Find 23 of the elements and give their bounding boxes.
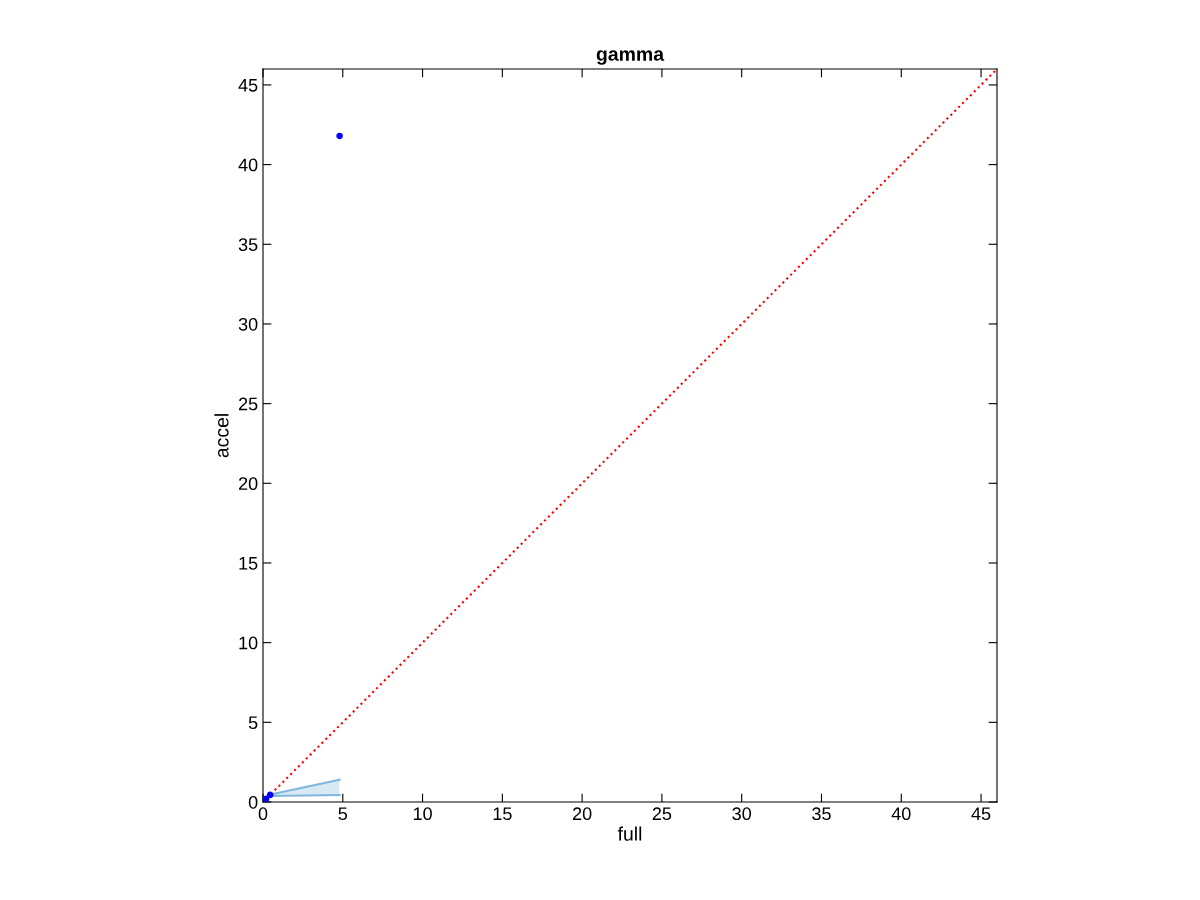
y-tick-label: 45 bbox=[238, 79, 258, 92]
y-tick-label: 30 bbox=[238, 317, 258, 331]
y-tick-label: 35 bbox=[238, 238, 258, 251]
x-tick-label: 5 bbox=[338, 807, 348, 821]
x-tick-label: 30 bbox=[732, 807, 752, 821]
x-tick-label: 0 bbox=[258, 807, 268, 821]
x-tick-label: 10 bbox=[413, 807, 432, 821]
y-tick-label: 0 bbox=[248, 795, 258, 809]
y-tick-label: 15 bbox=[239, 557, 258, 570]
x-tick-label: 20 bbox=[573, 807, 592, 821]
y-tick-label: 5 bbox=[248, 716, 258, 730]
x-tick-label: 40 bbox=[891, 807, 911, 821]
chart-title: gamma bbox=[596, 50, 665, 65]
x-tick-label: 15 bbox=[493, 807, 512, 821]
x-tick-label: 35 bbox=[812, 807, 831, 821]
y-axis-title: accel bbox=[214, 414, 229, 458]
x-tick-label: 25 bbox=[652, 807, 672, 821]
y-tick-label: 40 bbox=[238, 158, 258, 172]
y-tick-label: 10 bbox=[239, 636, 258, 650]
y-tick-label: 25 bbox=[238, 397, 258, 411]
x-axis-title: full bbox=[617, 826, 642, 841]
x-tick-label: 45 bbox=[971, 807, 991, 821]
y-tick-label: 20 bbox=[238, 477, 258, 491]
